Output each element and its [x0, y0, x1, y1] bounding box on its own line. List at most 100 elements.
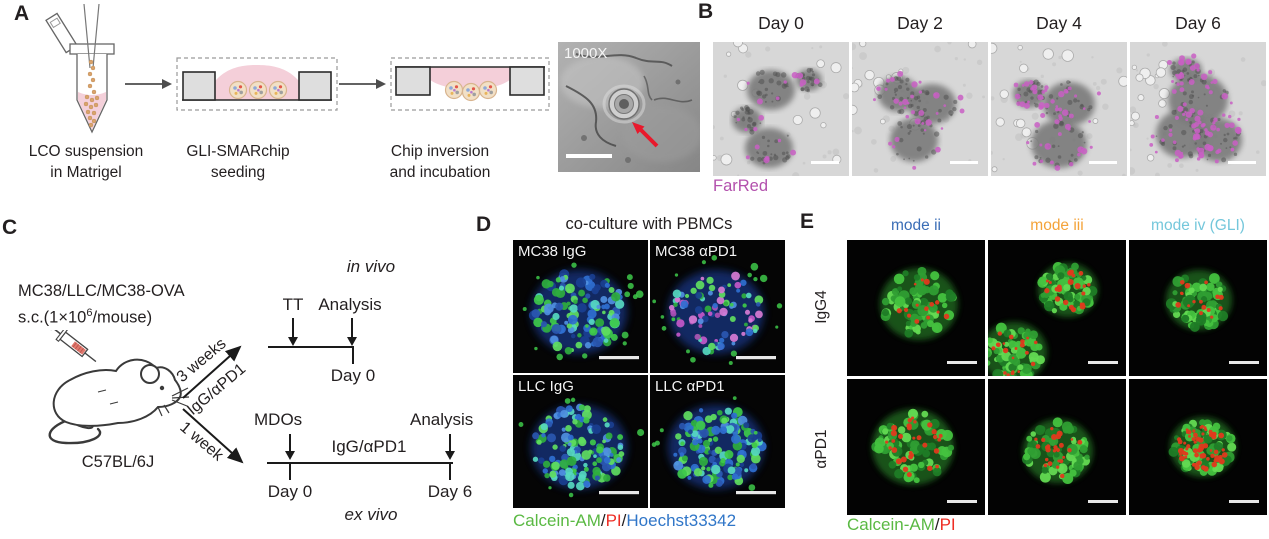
ex-vivo-timeline: [267, 462, 453, 464]
step1-line2: in Matrigel: [50, 164, 122, 181]
mode-iii-header: mode iii: [1030, 217, 1084, 234]
image-label: MC38 IgG: [518, 243, 587, 260]
dose-superscript: 6: [86, 307, 93, 319]
organoid-image-apd1-modeiii: [988, 379, 1126, 515]
panel-e-label: E: [800, 210, 815, 233]
tube-illustration: [45, 4, 115, 134]
organoid-micrograph: [847, 379, 985, 515]
sem-image: 1000X: [558, 42, 700, 172]
step-caption-2: GLI-SMARchip seeding: [168, 141, 308, 183]
calcein-label: Calcein-AM: [513, 511, 601, 530]
step2-line2: seeding: [210, 164, 266, 181]
chip-inverted-diagram: [390, 57, 550, 111]
dose-suffix: /mouse): [92, 308, 153, 327]
analysis-arrow-shaft-exvivo: [449, 434, 451, 452]
mouse-illustration: [48, 330, 190, 445]
organoid-micrograph: [1129, 240, 1267, 376]
image-label: MC38 αPD1: [655, 243, 738, 260]
analysis-arrow-head-exvivo: [445, 451, 455, 460]
brightfield-image-day6: [1130, 42, 1266, 176]
organoid-micrograph: [991, 42, 1127, 176]
ex-vivo-day0-tick: [289, 464, 291, 480]
organoid-image-apd1-modeii: [847, 379, 985, 515]
day-label-6: Day 6: [1175, 13, 1221, 33]
analysis-event-label-exvivo: Analysis: [410, 410, 474, 429]
hoechst-label: Hoechst33342: [626, 511, 737, 530]
brightfield-image-day0: [713, 42, 849, 176]
organoid-image-igg4-modeii: [847, 240, 985, 376]
brightfield-image-day2: [852, 42, 988, 176]
organoid-micrograph: [650, 240, 785, 373]
organoid-micrograph: [1130, 42, 1266, 176]
organoid-micrograph: [650, 375, 785, 508]
in-vivo-day0-label: Day 0: [330, 366, 376, 385]
injected-cells-text: MC38/LLC/MC38-OVA: [18, 282, 185, 300]
mdos-arrow-head: [285, 451, 295, 460]
step2-line1: GLI-SMARchip: [186, 143, 290, 160]
in-vivo-timeline: [268, 346, 354, 348]
organoid-micrograph: [1129, 379, 1267, 515]
organoid-image-igg4-modeiii: [988, 240, 1126, 376]
panel-a-label: A: [14, 2, 30, 25]
organoid-micrograph: [847, 240, 985, 376]
confocal-image-mc38-apd1: MC38 αPD1: [650, 240, 785, 373]
step1-line1: LCO suspension: [28, 143, 144, 160]
step-caption-1: LCO suspension in Matrigel: [15, 141, 157, 183]
pi-label: PI: [939, 515, 956, 534]
image-label: LLC αPD1: [655, 378, 725, 395]
panel-c-label: C: [2, 216, 18, 239]
calcein-label: Calcein-AM: [847, 515, 935, 534]
panel-d-title: co-culture with PBMCs: [565, 215, 733, 233]
tt-arrow-head: [288, 337, 298, 346]
workflow-arrow-1: [125, 79, 172, 89]
organoid-micrograph: [852, 42, 988, 176]
in-vivo-context: in vivo: [346, 257, 396, 276]
dose-prefix: s.c.(1×10: [18, 308, 87, 327]
organoid-micrograph: [988, 379, 1126, 515]
legend-separator: /: [621, 511, 627, 530]
ex-vivo-context: ex vivo: [344, 505, 398, 524]
apd1-row-label: αPD1: [813, 429, 830, 469]
organoid-image-apd1-modeiv: [1129, 379, 1267, 515]
image-label: LLC IgG: [518, 378, 574, 395]
confocal-image-mc38-igg: MC38 IgG: [513, 240, 648, 373]
organoid-micrograph: [713, 42, 849, 176]
panel-e-stain-legend: Calcein-AM/PI: [847, 515, 956, 535]
step3-line2: and incubation: [389, 164, 491, 181]
pi-label: PI: [605, 511, 622, 530]
branch-arrows: [182, 345, 244, 464]
mdos-arrow-shaft: [289, 434, 291, 452]
mouse-strain-label: C57BL/6J: [81, 453, 155, 471]
organoid-image-igg4-modeiv: [1129, 240, 1267, 376]
step-caption-3: Chip inversion and incubation: [370, 141, 510, 183]
chip-seeding-diagram: [176, 57, 338, 111]
ex-vivo-day0-label: Day 0: [267, 482, 313, 501]
brightfield-image-day4: [991, 42, 1127, 176]
farred-stain-label: FarRed: [713, 177, 769, 195]
ex-vivo-treatment-label: IgG/αPD1: [331, 437, 407, 456]
workflow-arrow-2: [339, 79, 386, 89]
panel-d-label: D: [476, 213, 492, 236]
analysis-arrow-shaft-invivo: [351, 318, 353, 338]
confocal-image-llc-apd1: LLC αPD1: [650, 375, 785, 508]
legend-separator: /: [934, 515, 940, 534]
day-label-4: Day 4: [1036, 13, 1082, 33]
mdos-event-label: MDOs: [254, 410, 303, 429]
sem-rendering: [558, 42, 700, 172]
tt-arrow-shaft: [292, 318, 294, 338]
tt-event-label: TT: [282, 295, 304, 314]
step3-line1: Chip inversion: [390, 143, 490, 160]
legend-separator: /: [600, 511, 606, 530]
igg4-row-label: IgG4: [813, 290, 830, 324]
day-label-2: Day 2: [897, 13, 943, 33]
confocal-image-llc-igg: LLC IgG: [513, 375, 648, 508]
mode-ii-header: mode ii: [891, 217, 941, 234]
analysis-event-label-invivo: Analysis: [318, 295, 382, 314]
ex-vivo-day6-tick: [449, 464, 451, 480]
organoid-micrograph: [513, 240, 648, 373]
panel-b-label: B: [698, 0, 714, 23]
analysis-arrow-head-invivo: [347, 337, 357, 346]
organoid-micrograph: [988, 240, 1126, 376]
organoid-micrograph: [513, 375, 648, 508]
